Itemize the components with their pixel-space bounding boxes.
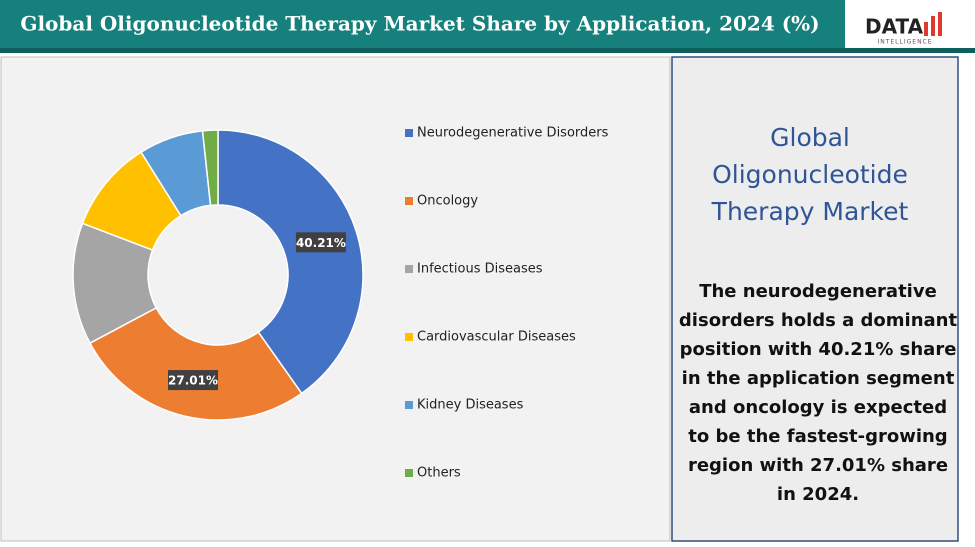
data-label-box [295,232,346,253]
legend-swatch [405,333,413,341]
logo-bar [931,16,935,36]
title-bar [0,0,845,48]
legend-label: Infectious Diseases [417,262,543,277]
side-paragraph: and oncology is expected [689,397,947,418]
data-label: 40.21% [296,236,346,250]
side-paragraph: in the application segment [682,368,955,389]
side-panel [671,56,959,542]
legend-label: Cardiovascular Diseases [417,330,576,345]
side-paragraph: in 2024. [777,484,859,505]
side-text: Global Oligonucleotide Therapy Market The n… [679,123,958,505]
legend-label: Oncology [417,194,478,209]
legend-label: Neurodegenerative Disorders [417,126,609,141]
legend-swatch [405,401,413,409]
legend-swatch [405,469,413,477]
side-paragraph: position with 40.21% share [680,339,957,360]
logo-brand: DATA [865,15,924,39]
title-underline [0,48,975,53]
data-label: 27.01% [168,374,218,388]
slice [201,129,219,207]
legend-swatch [405,129,413,137]
donut-chart: 40.21% 27.01% Neurodegenerative Disorders O… [72,126,609,481]
legend-swatch [405,265,413,273]
side-paragraph: to be the fastest-growing [688,426,947,447]
side-heading: Therapy Market [711,197,909,226]
legend-label: Others [417,466,461,481]
logo-bar [924,22,928,36]
title: Global Oligonucleotide Therapy Market Sh… [20,12,819,36]
slice [217,129,364,395]
side-heading: Global [770,123,850,152]
side-paragraph: The neurodegenerative [699,281,937,302]
legend-swatch [405,197,413,205]
data-label-box [168,370,219,391]
logo-bar [938,12,942,36]
logo-tagline: INTELLIGENCE [877,39,932,46]
slice [88,306,303,421]
side-paragraph: disorders holds a dominant [679,310,958,331]
legend-label: Kidney Diseases [417,398,524,413]
side-heading: Oligonucleotide [712,160,908,189]
side-paragraph: region with 27.01% share [688,455,948,476]
